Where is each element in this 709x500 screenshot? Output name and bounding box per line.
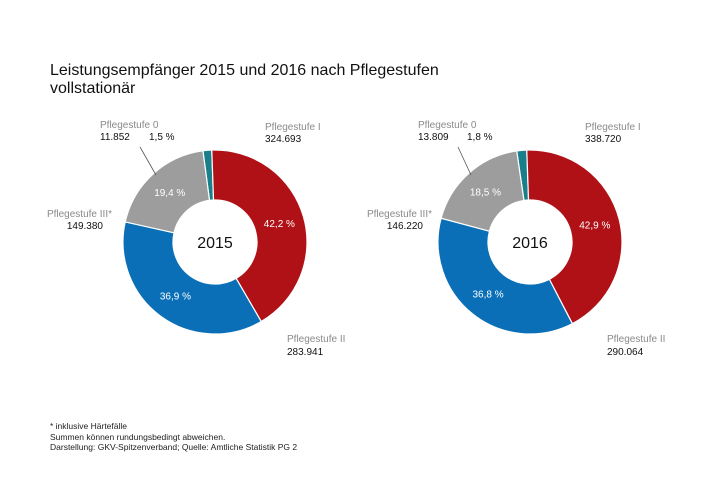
- label-name-pflegestufe-0-2015: Pflegestufe 0: [100, 120, 159, 131]
- label-name-pflegestufe-0-2016: Pflegestufe 0: [418, 120, 477, 131]
- footnote-rounding: Summen können rundungsbedingt abweichen.: [50, 431, 226, 442]
- leader-line-stufe-0-2016: [457, 146, 472, 176]
- label-value-pflegestufe-ii-2016: 290.064: [607, 347, 644, 358]
- title-line-2: vollstationär: [50, 80, 136, 97]
- label-name-pflegestufe-ii-2016: Pflegestufe II: [607, 334, 665, 345]
- slice-percent-pflegestufe-iii-2015: 19,4 %: [154, 188, 185, 199]
- label-value-pflegestufe-ii-2015: 283.941: [287, 347, 324, 358]
- label-value-pflegestufe-iii-2015: 149.380: [67, 221, 104, 232]
- donut-chart-2016: 42,9 % 36,8 % 18,5 % 2016 Pflegestufe 013.80…: [367, 120, 665, 358]
- slice-percent-pflegestufe-i-2016: 42,9 %: [579, 220, 610, 231]
- donut-chart-2015: 42,2 % 36,9 % 19,4 % 2015 Pflegestufe 011.85…: [47, 120, 345, 358]
- title-line-1: Leistungsempfänger 2015 und 2016 nach Pf…: [50, 62, 439, 79]
- label-percent-pflegestufe-0-2015: 1,5 %: [149, 132, 175, 143]
- label-name-pflegestufe-ii-2015: Pflegestufe II: [287, 334, 345, 345]
- leader-line-stufe-0-2015: [139, 146, 157, 176]
- label-value-pflegestufe-iii-2016: 146.220: [387, 221, 424, 232]
- page-title: Leistungsempfänger 2015 und 2016 nach Pf…: [50, 62, 439, 98]
- slice-percent-pflegestufe-ii-2015: 36,9 %: [160, 292, 191, 303]
- center-year-label-2016: 2016: [512, 235, 548, 252]
- center-year-label-2015: 2015: [197, 235, 233, 252]
- slice-percent-pflegestufe-ii-2016: 36,8 %: [472, 290, 503, 301]
- label-name-pflegestufe-i-2015: Pflegestufe I: [265, 122, 321, 133]
- label-name-pflegestufe-iii-2016: Pflegestufe III*: [367, 209, 432, 220]
- label-value-pflegestufe-0-2015: 11.852: [100, 132, 130, 143]
- label-value-pflegestufe-i-2016: 338.720: [585, 134, 622, 145]
- donut-hole-2015: [173, 200, 257, 284]
- slice-percent-pflegestufe-iii-2016: 18,5 %: [470, 187, 501, 198]
- label-name-pflegestufe-iii-2015: Pflegestufe III*: [47, 209, 112, 220]
- slice-percent-pflegestufe-i-2015: 42,2 %: [264, 219, 295, 230]
- label-value-pflegestufe-i-2015: 324.693: [265, 134, 302, 145]
- label-percent-pflegestufe-0-2016: 1,8 %: [467, 132, 493, 143]
- label-name-pflegestufe-i-2016: Pflegestufe I: [585, 122, 641, 133]
- footnotes: * inklusive Härtefälle Summen können run…: [50, 421, 297, 453]
- label-value-pflegestufe-0-2016: 13.809: [418, 132, 449, 143]
- donut-hole-2016: [488, 200, 572, 284]
- footnote-source: Darstellung: GKV-Spitzenverband; Quelle:…: [50, 442, 298, 452]
- footnote-haertefaelle: * inklusive Härtefälle: [50, 421, 128, 431]
